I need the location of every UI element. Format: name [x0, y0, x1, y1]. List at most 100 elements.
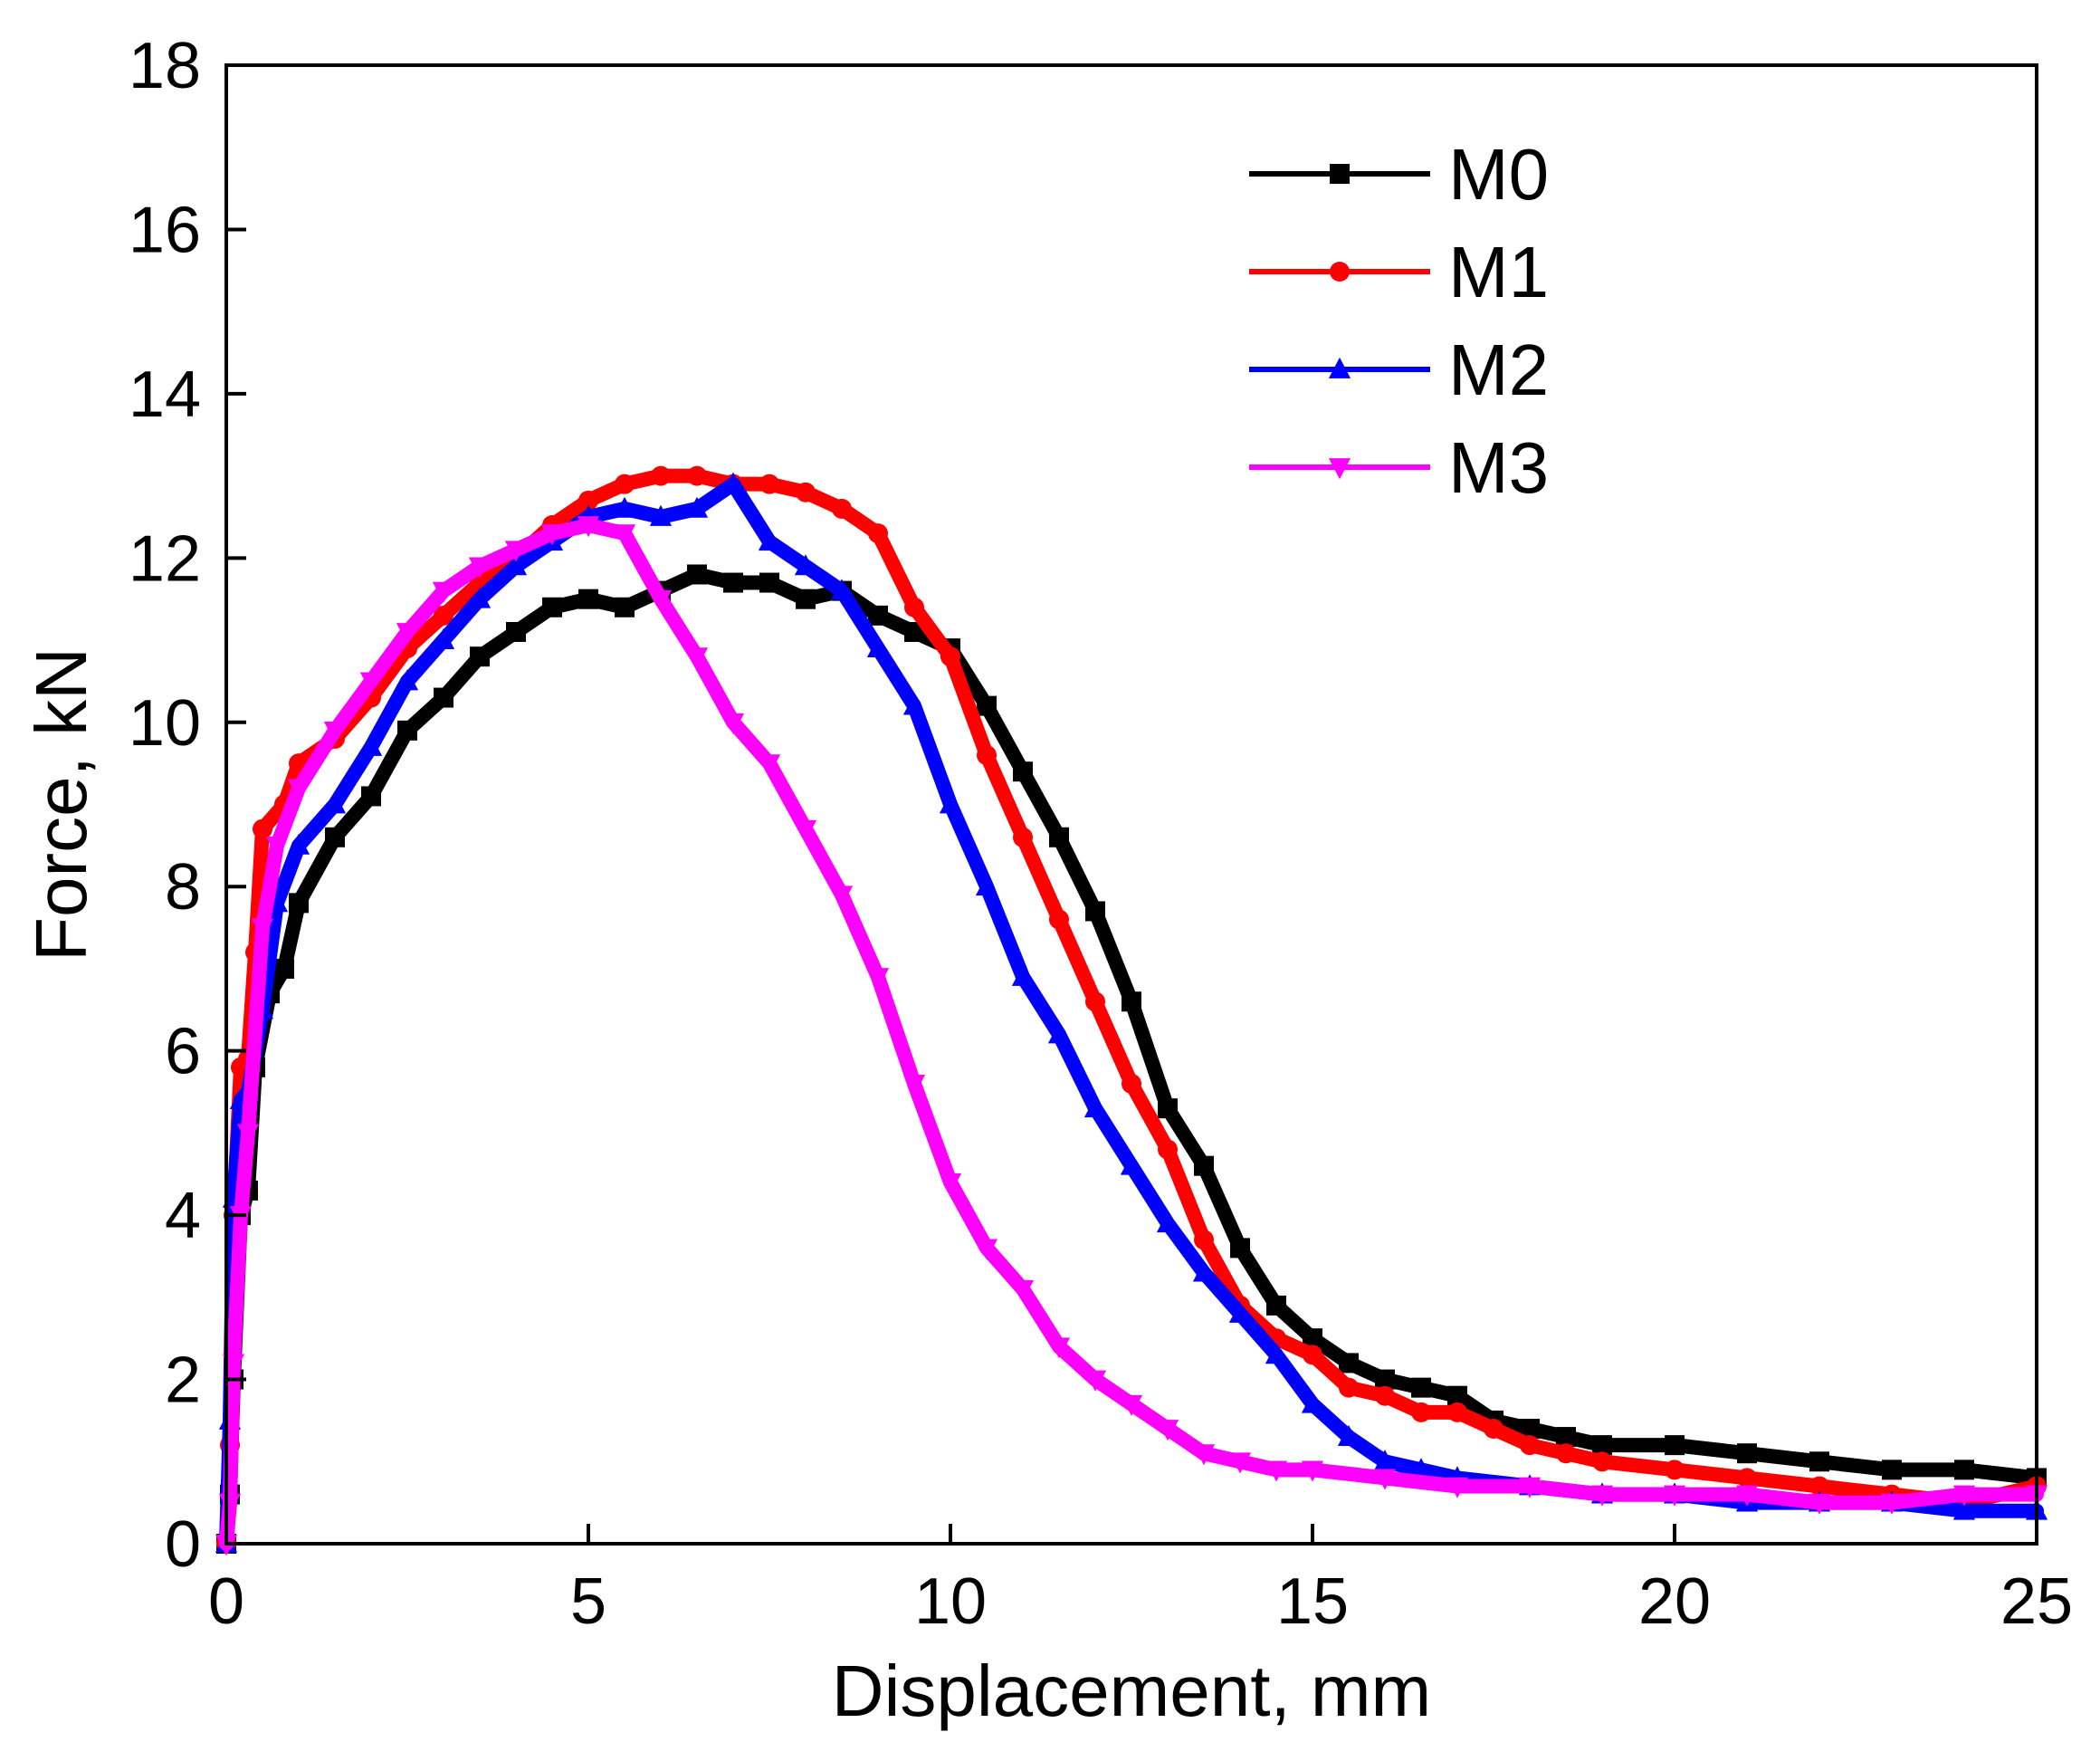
x-tick-label: 25 [2000, 1565, 2073, 1638]
data-point-m2 [1083, 1096, 1107, 1118]
y-tick-label: 0 [165, 1508, 201, 1581]
data-point-m2 [794, 554, 817, 576]
data-point-m3 [1952, 1485, 1976, 1507]
data-point-m0 [274, 958, 294, 979]
data-point-m3 [396, 623, 419, 645]
data-point-m0 [397, 720, 417, 741]
y-tick-label: 6 [165, 1016, 201, 1088]
legend-marker [1330, 164, 1350, 184]
data-point-m3 [577, 516, 600, 538]
data-point-m2 [287, 833, 310, 855]
data-point-m2 [1047, 1022, 1071, 1044]
data-point-m0 [977, 695, 997, 716]
data-point-m0 [289, 893, 309, 914]
data-point-m2 [1337, 1424, 1360, 1446]
data-point-m0 [796, 589, 816, 609]
data-point-m0 [1665, 1435, 1685, 1456]
data-point-m3 [1663, 1485, 1686, 1507]
data-point-m3 [251, 918, 274, 940]
data-point-m1 [253, 818, 272, 839]
y-axis: 0 2 4 6 8 10 12 14 16 18 [129, 30, 246, 1581]
data-point-m3 [1808, 1493, 1831, 1515]
data-point-m1 [904, 597, 924, 617]
data-point-m2 [1011, 964, 1035, 986]
data-point-m2 [1120, 1153, 1143, 1175]
data-point-m0 [1303, 1328, 1322, 1349]
data-point-m3 [504, 541, 528, 562]
data-point-m0 [1013, 761, 1033, 782]
legend-item-m3: M3 [1249, 427, 1549, 508]
data-point-m1 [1158, 1139, 1178, 1160]
series-m1 [216, 465, 2047, 1554]
data-point-m1 [1303, 1345, 1322, 1365]
data-point-m1 [1194, 1230, 1214, 1250]
data-point-m0 [1411, 1377, 1431, 1398]
data-point-m3 [758, 754, 781, 776]
data-point-m3 [287, 779, 310, 800]
data-point-m2 [468, 587, 492, 608]
x-tick-label: 20 [1638, 1565, 1711, 1638]
data-point-m2 [1156, 1211, 1179, 1233]
data-point-m2 [359, 734, 383, 756]
data-point-m3 [1156, 1420, 1179, 1441]
data-point-m3 [218, 1493, 242, 1515]
legend-label: M1 [1448, 232, 1549, 312]
data-point-m1 [1520, 1435, 1540, 1456]
y-tick-label: 16 [129, 194, 201, 266]
data-point-m3 [265, 836, 289, 858]
data-point-m1 [1122, 1073, 1141, 1094]
data-point-m3 [975, 1239, 998, 1260]
data-point-m3 [1047, 1337, 1071, 1359]
data-point-m3 [1880, 1493, 1904, 1515]
data-point-m0 [1375, 1369, 1395, 1390]
data-point-m3 [1228, 1452, 1252, 1474]
data-point-m3 [613, 524, 636, 546]
series-m0 [216, 564, 2047, 1554]
data-point-m1 [759, 474, 779, 494]
data-point-m2 [323, 792, 347, 814]
x-tick-label: 5 [570, 1565, 606, 1638]
y-tick-label: 14 [129, 359, 201, 431]
data-point-m0 [687, 564, 707, 585]
data-point-m3 [830, 885, 854, 907]
data-point-m3 [1120, 1394, 1143, 1416]
data-point-m1 [1411, 1402, 1431, 1422]
legend-marker [1328, 357, 1351, 378]
data-point-m2 [1952, 1498, 1976, 1520]
legend-item-m0: M0 [1249, 134, 1549, 215]
data-point-m3 [1373, 1469, 1397, 1490]
data-point-m1 [1085, 991, 1105, 1012]
data-point-m2 [649, 504, 673, 526]
data-point-m3 [468, 557, 492, 579]
data-point-m1 [940, 646, 960, 667]
data-point-m2 [432, 627, 455, 649]
data-point-m2 [613, 496, 636, 518]
data-point-m1 [1737, 1468, 1757, 1488]
data-point-m0 [1230, 1238, 1250, 1259]
data-point-m1 [832, 498, 852, 519]
data-point-m3 [540, 524, 564, 546]
data-point-m2 [504, 554, 528, 576]
legend-item-m2: M2 [1249, 330, 1549, 410]
data-point-m1 [687, 465, 707, 486]
data-point-m3 [939, 1172, 962, 1195]
y-tick-label: 8 [165, 851, 201, 924]
data-point-m3 [794, 819, 817, 841]
data-point-m2 [1409, 1458, 1433, 1479]
data-point-m2 [902, 694, 926, 715]
x-tick-label: 15 [1276, 1565, 1349, 1638]
data-point-m3 [685, 647, 709, 669]
legend-label: M0 [1448, 134, 1549, 215]
data-point-m0 [470, 646, 490, 667]
data-point-m3 [1083, 1370, 1107, 1392]
data-point-m2 [1228, 1301, 1252, 1323]
data-point-m0 [1122, 991, 1141, 1012]
data-point-m0 [1085, 901, 1105, 922]
y-tick-label: 4 [165, 1180, 201, 1252]
data-point-m3 [649, 589, 673, 611]
data-point-m3 [1735, 1485, 1759, 1507]
y-tick-label: 12 [129, 522, 201, 595]
x-axis-title: Displacement, mm [832, 1651, 1431, 1731]
data-point-m3 [1446, 1477, 1469, 1498]
